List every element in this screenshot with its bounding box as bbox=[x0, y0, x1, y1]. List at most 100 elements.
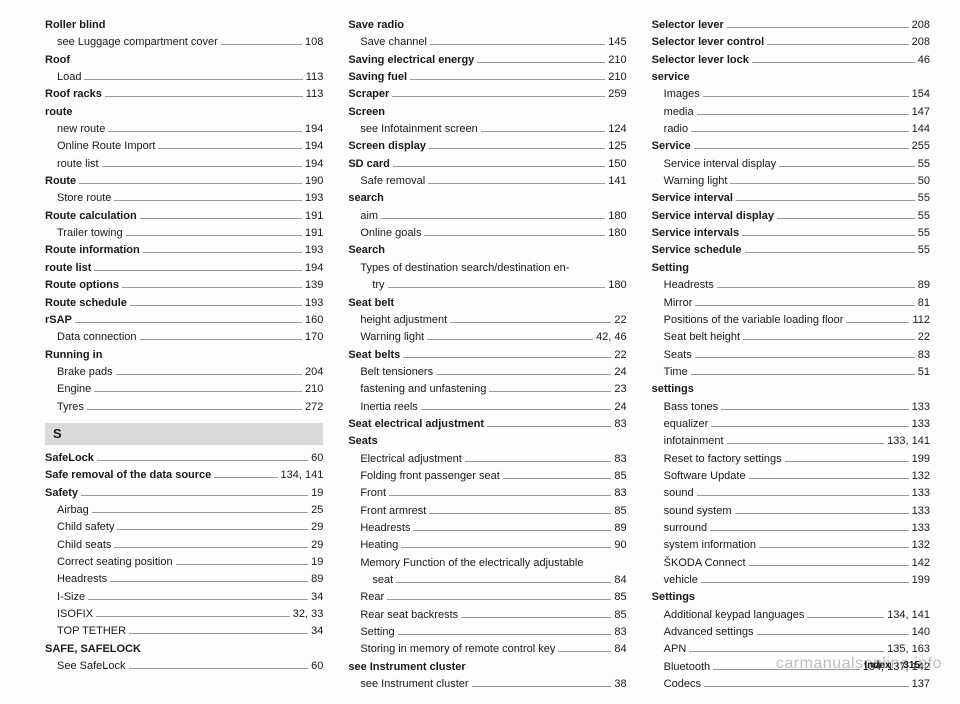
index-row: Route schedule193 bbox=[45, 296, 323, 311]
page-number: 255 bbox=[912, 139, 930, 154]
index-row: Data connection170 bbox=[45, 330, 323, 345]
page-number: 83 bbox=[918, 348, 930, 363]
page-number: 193 bbox=[305, 191, 323, 206]
index-label: seat bbox=[372, 573, 393, 588]
leader-line bbox=[427, 339, 593, 340]
leader-line bbox=[387, 599, 611, 600]
page-number: 25 bbox=[311, 503, 323, 518]
leader-line bbox=[94, 270, 302, 271]
index-row: settings bbox=[652, 382, 930, 397]
index-row: Warning light50 bbox=[652, 174, 930, 189]
index-label: see Instrument cluster bbox=[348, 660, 465, 675]
index-label: Inertia reels bbox=[360, 400, 417, 415]
leader-line bbox=[691, 374, 915, 375]
index-label: Route calculation bbox=[45, 209, 137, 224]
index-label: Setting bbox=[652, 261, 689, 276]
leader-line bbox=[102, 166, 302, 167]
leader-line bbox=[75, 322, 302, 323]
index-row: Trailer towing191 bbox=[45, 226, 323, 241]
index-label: see Instrument cluster bbox=[360, 677, 468, 692]
index-column-3: Selector lever208Selector lever control2… bbox=[652, 18, 930, 694]
page-number: 85 bbox=[614, 590, 626, 605]
index-row: see Instrument cluster 38 bbox=[348, 677, 626, 692]
leader-line bbox=[410, 79, 605, 80]
index-row: Screen display125 bbox=[348, 139, 626, 154]
index-label: Route information bbox=[45, 243, 140, 258]
page-number: 147 bbox=[912, 105, 930, 120]
index-row: media147 bbox=[652, 105, 930, 120]
index-row: Child seats29 bbox=[45, 538, 323, 553]
index-row: Setting83 bbox=[348, 625, 626, 640]
index-row: Safe removal of the data source134, 141 bbox=[45, 468, 323, 483]
index-label: See SafeLock bbox=[57, 659, 126, 674]
page-number: 19 bbox=[311, 555, 323, 570]
page-number: 85 bbox=[614, 504, 626, 519]
index-row: Electrical adjustment83 bbox=[348, 452, 626, 467]
page-number: 272 bbox=[305, 400, 323, 415]
index-row: Images154 bbox=[652, 87, 930, 102]
page-number: 190 bbox=[305, 174, 323, 189]
leader-line bbox=[140, 339, 302, 340]
leader-line bbox=[721, 409, 909, 410]
page-number: 112 bbox=[912, 313, 930, 328]
index-label: see Luggage compartment cover bbox=[57, 35, 218, 50]
leader-line bbox=[472, 686, 612, 687]
leader-line bbox=[767, 44, 908, 45]
leader-line bbox=[381, 218, 605, 219]
page-number: 38 bbox=[614, 677, 626, 692]
index-label: Warning light bbox=[664, 174, 728, 189]
index-label: new route bbox=[57, 122, 105, 137]
page-number: 180 bbox=[608, 278, 626, 293]
page-number: 83 bbox=[614, 417, 626, 432]
index-row: Selector lever208 bbox=[652, 18, 930, 33]
index-row: Save radio bbox=[348, 18, 626, 33]
index-label: equalizer bbox=[664, 417, 709, 432]
index-label: Setting bbox=[360, 625, 394, 640]
leader-line bbox=[701, 582, 909, 583]
page-number: 170 bbox=[305, 330, 323, 345]
page-number: 204 bbox=[305, 365, 323, 380]
index-label: Correct seating position bbox=[57, 555, 173, 570]
index-label: Saving fuel bbox=[348, 70, 407, 85]
index-label: Seat belts bbox=[348, 348, 400, 363]
index-label: Online goals bbox=[360, 226, 421, 241]
page-number: 144 bbox=[912, 122, 930, 137]
page-number: 89 bbox=[918, 278, 930, 293]
index-label: Front bbox=[360, 486, 386, 501]
page-number: 108 bbox=[305, 35, 323, 50]
index-label: Bass tones bbox=[664, 400, 718, 415]
page-number: 22 bbox=[614, 313, 626, 328]
page-number: 160 bbox=[305, 313, 323, 328]
leader-line bbox=[388, 287, 606, 288]
index-label: sound bbox=[664, 486, 694, 501]
index-row: rSAP160 bbox=[45, 313, 323, 328]
index-label: Safety bbox=[45, 486, 78, 501]
index-label: Service intervals bbox=[652, 226, 739, 241]
index-row: see Instrument cluster bbox=[348, 660, 626, 675]
index-label: Load bbox=[57, 70, 81, 85]
leader-line bbox=[92, 512, 308, 513]
index-label: Running in bbox=[45, 348, 102, 363]
leader-line bbox=[110, 581, 308, 582]
leader-line bbox=[97, 460, 308, 461]
leader-line bbox=[558, 651, 611, 652]
index-row: Settings bbox=[652, 590, 930, 605]
leader-line bbox=[129, 633, 308, 634]
index-row: sound133 bbox=[652, 486, 930, 501]
leader-line bbox=[221, 44, 302, 45]
page-number: 42, 46 bbox=[596, 330, 627, 345]
page-number: 60 bbox=[311, 659, 323, 674]
leader-line bbox=[807, 617, 884, 618]
index-label: Scraper bbox=[348, 87, 389, 102]
index-row: ISOFIX32, 33 bbox=[45, 607, 323, 622]
index-label: Belt tensioners bbox=[360, 365, 433, 380]
leader-line bbox=[481, 131, 606, 132]
index-row: system information132 bbox=[652, 538, 930, 553]
page-number: 113 bbox=[306, 87, 324, 102]
index-row: Screen bbox=[348, 105, 626, 120]
page-number: 90 bbox=[614, 538, 626, 553]
page-number: 208 bbox=[912, 18, 930, 33]
index-row: Belt tensioners24 bbox=[348, 365, 626, 380]
index-row: Codecs137 bbox=[652, 677, 930, 692]
index-label: Headrests bbox=[664, 278, 714, 293]
